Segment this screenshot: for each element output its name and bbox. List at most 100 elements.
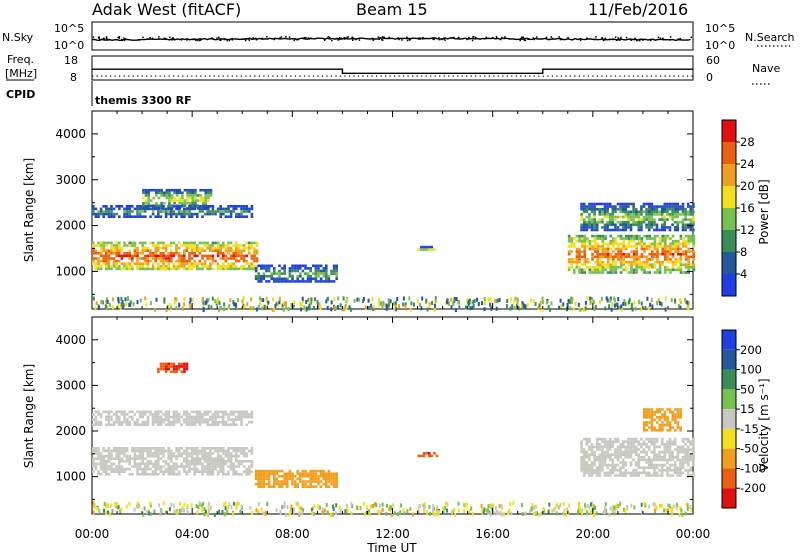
nsearch-dot	[601, 37, 603, 39]
colorbar-tick-label: 12	[740, 223, 755, 237]
nave-dot	[182, 75, 184, 77]
nsearch-dot	[690, 36, 692, 38]
nsearch-dot	[443, 38, 445, 40]
nsearch-dot	[343, 38, 346, 40]
nave-dot	[119, 75, 121, 77]
nave-dot	[457, 75, 459, 77]
colorbar-segment	[722, 468, 736, 489]
x-tick-label: 20:00	[576, 527, 611, 541]
colorbar-tick-label: 8	[740, 245, 747, 259]
x-tick-label: 00:00	[676, 527, 711, 541]
nave-dot	[249, 75, 251, 77]
nave-dot	[272, 75, 274, 77]
nsearch-dot	[532, 37, 535, 39]
nsearch-dot	[273, 38, 276, 41]
nsearch-tick-bottom: 10^0	[705, 39, 735, 52]
x-axis-label: Time UT	[366, 541, 417, 554]
nsearch-dot	[595, 36, 597, 38]
nsearch-dot	[211, 37, 213, 39]
x-tick-label: 08:00	[275, 527, 310, 541]
nave-dot	[348, 75, 351, 77]
nsearch-dot	[608, 38, 611, 40]
nsearch-dot	[307, 37, 309, 39]
nsearch-dot	[352, 39, 354, 41]
nave-dot	[421, 75, 423, 77]
nave-dot	[565, 75, 567, 77]
colorbar-tick-label: 100	[740, 363, 762, 377]
nave-dot	[430, 75, 432, 77]
colorbar-frame	[721, 329, 737, 509]
nsearch-dot	[527, 38, 529, 40]
nsearch-dot	[121, 39, 123, 41]
colorbar-tick-label: -50	[740, 442, 759, 456]
nsearch-dot	[432, 38, 434, 40]
nave-dot	[150, 75, 152, 77]
nsearch-dot	[212, 38, 214, 40]
nsearch-dot	[408, 37, 411, 40]
nsky-panel: N.Sky 10^5 10^0 10^5 10^0 N.Search	[2, 21, 795, 52]
nave-dot	[128, 75, 130, 77]
nave-dot	[556, 75, 558, 77]
nave-dot	[168, 75, 170, 77]
nave-dot	[452, 75, 454, 77]
nsearch-dot	[379, 37, 382, 39]
nave-dot	[470, 75, 472, 77]
nsearch-dot	[595, 38, 597, 41]
nsearch-dot	[323, 39, 326, 41]
colorbar-segment	[722, 120, 736, 142]
nave-dot	[236, 75, 238, 77]
nave-dot	[687, 75, 689, 77]
nave-dot	[105, 75, 107, 77]
nave-dot	[330, 75, 333, 77]
vel-region-2	[157, 362, 189, 373]
nsearch-dot	[303, 37, 306, 39]
y-tick-label: 4000	[55, 333, 86, 347]
nsearch-dot	[417, 38, 420, 40]
nsearch-dot	[533, 38, 535, 41]
nave-dot	[601, 75, 603, 77]
nave-dot	[569, 75, 571, 77]
nsearch-dot	[536, 36, 538, 38]
nsearch-label: N.Search	[745, 31, 795, 44]
nave-tick-bottom: 0	[706, 71, 713, 84]
nsearch-dot	[372, 39, 375, 41]
nsearch-dot	[491, 36, 494, 39]
nave-dot	[493, 75, 495, 77]
nsearch-dot	[620, 36, 622, 39]
nsearch-dot	[466, 38, 468, 41]
y-tick-label: 2000	[55, 219, 86, 233]
nsearch-dot	[346, 36, 348, 39]
vel-near-range-speckle	[92, 501, 693, 518]
nave-dot	[321, 75, 324, 77]
nave-dot	[164, 75, 166, 77]
nsearch-dot	[438, 37, 440, 39]
velocity-ylabel: Slant Range [km]	[22, 364, 36, 468]
nave-dot	[173, 75, 175, 77]
nsearch-dot	[485, 36, 487, 39]
colorbar-tick-label: -15	[740, 422, 759, 436]
velocity-frame	[91, 316, 694, 515]
nsearch-dot	[331, 39, 333, 42]
nave-dot	[425, 75, 427, 77]
nsearch-dot	[419, 38, 421, 40]
nave-dot	[285, 75, 287, 77]
nsearch-dot	[308, 38, 311, 40]
nsearch-dot	[567, 36, 569, 39]
y-tick-label: 3000	[55, 173, 86, 187]
nsearch-dot	[146, 38, 149, 40]
colorbar-segment	[722, 428, 736, 449]
nsearch-dot	[186, 39, 188, 41]
nsearch-dot	[495, 36, 498, 38]
nsearch-dot	[615, 39, 618, 42]
nave-dot	[353, 75, 355, 77]
colorbar-segment	[722, 409, 736, 429]
nave-dot	[312, 75, 315, 77]
power-region-6	[580, 202, 695, 232]
nave-dot	[506, 75, 508, 77]
nsearch-dot	[664, 38, 667, 41]
nsearch-dot	[619, 39, 621, 41]
nave-dot	[335, 75, 337, 77]
nave-dot	[475, 75, 477, 77]
nsky-trace	[91, 36, 692, 42]
power-xticks	[91, 111, 694, 309]
